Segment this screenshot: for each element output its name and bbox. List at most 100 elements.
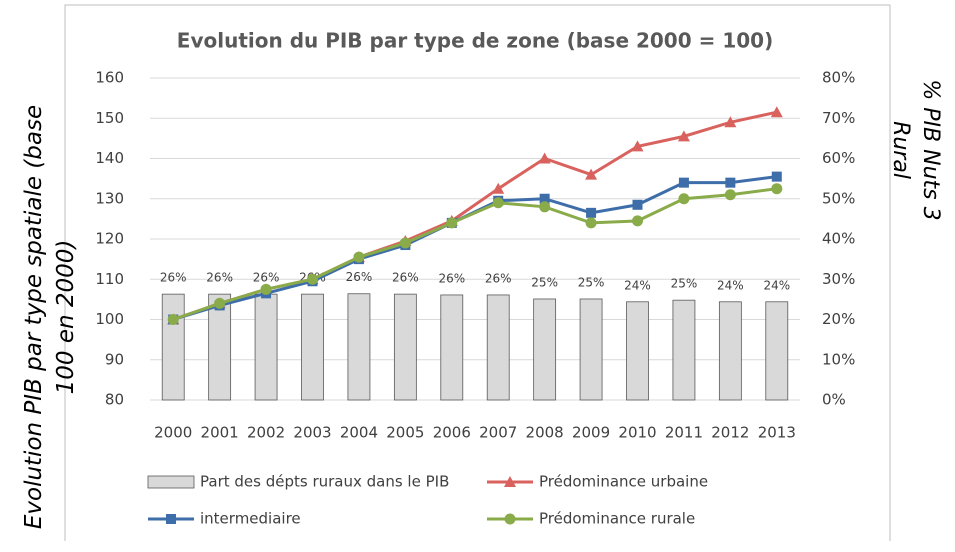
marker (631, 140, 644, 152)
data-label: 25% (531, 275, 558, 289)
data-label: 25% (578, 275, 605, 289)
marker (539, 193, 550, 204)
y2-tick-label: 20% (822, 310, 855, 328)
x-tick-label: 2011 (665, 424, 703, 442)
marker (538, 152, 551, 164)
data-label: 26% (160, 271, 187, 285)
bar (718, 301, 742, 401)
marker (770, 106, 783, 118)
data-label: 26% (485, 271, 512, 285)
x-tick-label: 2006 (433, 424, 471, 442)
y2-tick-label: 0% (822, 391, 846, 409)
y-tick-label: 80 (105, 391, 124, 409)
y-tick-label: 150 (95, 109, 124, 127)
x-tick-label: 2003 (293, 424, 331, 442)
y2-tick-label: 10% (822, 350, 855, 368)
y2-tick-label: 40% (822, 230, 855, 248)
x-tick-label: 2004 (340, 424, 378, 442)
marker (504, 513, 516, 525)
marker (771, 171, 782, 182)
marker (399, 237, 411, 249)
marker (632, 215, 643, 227)
marker (677, 130, 690, 142)
marker (260, 283, 272, 295)
legend-swatch (147, 475, 195, 489)
y-tick-label: 120 (95, 230, 124, 248)
marker (539, 201, 551, 213)
y2-axis-title: % PIB Nuts 3 Rural (888, 79, 943, 221)
y2-tick-label: 30% (822, 270, 855, 288)
marker (492, 197, 504, 209)
x-tick-label: 2005 (386, 424, 424, 442)
bar (208, 293, 232, 401)
x-tick-label: 2010 (618, 424, 656, 442)
y-tick-label: 130 (95, 189, 124, 207)
data-label: 26% (438, 271, 465, 285)
marker (632, 199, 643, 210)
bar (765, 301, 789, 401)
bar (393, 293, 417, 401)
y2-tick-label: 70% (822, 109, 855, 127)
marker (724, 116, 737, 128)
legend-label: Prédominance urbaine (539, 473, 708, 491)
bar (533, 298, 557, 401)
bar (486, 294, 510, 401)
data-label: 26% (206, 271, 233, 285)
y2-tick-label: 50% (822, 189, 855, 207)
bar (626, 301, 649, 401)
series-line (172, 187, 777, 321)
x-tick-label: 2012 (711, 424, 749, 442)
bar (579, 298, 603, 401)
marker (307, 273, 318, 285)
marker (586, 207, 597, 218)
legend-label: Prédominance rurale (539, 510, 695, 528)
legend-label: Part des dépts ruraux dans le PIB (200, 473, 449, 491)
marker (771, 183, 783, 195)
marker (504, 476, 516, 487)
marker (353, 251, 365, 263)
y2-tick-label: 60% (822, 149, 855, 167)
bar (254, 293, 278, 401)
data-label: 26% (392, 271, 419, 285)
data-label: 26% (346, 270, 373, 284)
data-label: 24% (624, 278, 651, 292)
x-tick-label: 2009 (572, 424, 610, 442)
y-tick-label: 110 (95, 270, 124, 288)
x-tick-label: 2007 (479, 424, 517, 442)
chart-title: Evolution du PIB par type de zone (base … (177, 29, 773, 53)
bar (440, 294, 464, 401)
x-tick-label: 2001 (201, 424, 239, 442)
x-tick-label: 2000 (154, 424, 192, 442)
data-label: 24% (763, 278, 790, 292)
data-label: 24% (717, 278, 744, 292)
marker (724, 189, 736, 201)
y2-tick-label: 80% (822, 69, 855, 87)
x-tick-label: 2013 (758, 424, 796, 442)
marker (678, 193, 690, 205)
marker (678, 177, 689, 188)
y-tick-label: 140 (95, 149, 124, 167)
bar (347, 293, 371, 401)
marker (725, 177, 736, 188)
chart-frame (64, 4, 891, 541)
y-tick-label: 100 (95, 310, 124, 328)
marker (166, 514, 176, 524)
bar (161, 293, 185, 401)
x-tick-label: 2002 (247, 424, 285, 442)
legend-label: intermediaire (200, 510, 301, 528)
y-tick-label: 160 (95, 69, 124, 87)
marker (492, 182, 505, 194)
marker (167, 314, 179, 325)
bar (301, 293, 324, 401)
y-tick-label: 90 (105, 350, 124, 368)
x-tick-label: 2008 (526, 424, 564, 442)
marker (585, 217, 597, 229)
data-label: 25% (671, 277, 698, 291)
marker (585, 168, 598, 180)
data-label: 26% (253, 271, 280, 285)
marker (446, 217, 458, 229)
bar (672, 299, 696, 401)
y-axis-title: Evolution PIB par type spatiale (base 10… (21, 104, 79, 530)
